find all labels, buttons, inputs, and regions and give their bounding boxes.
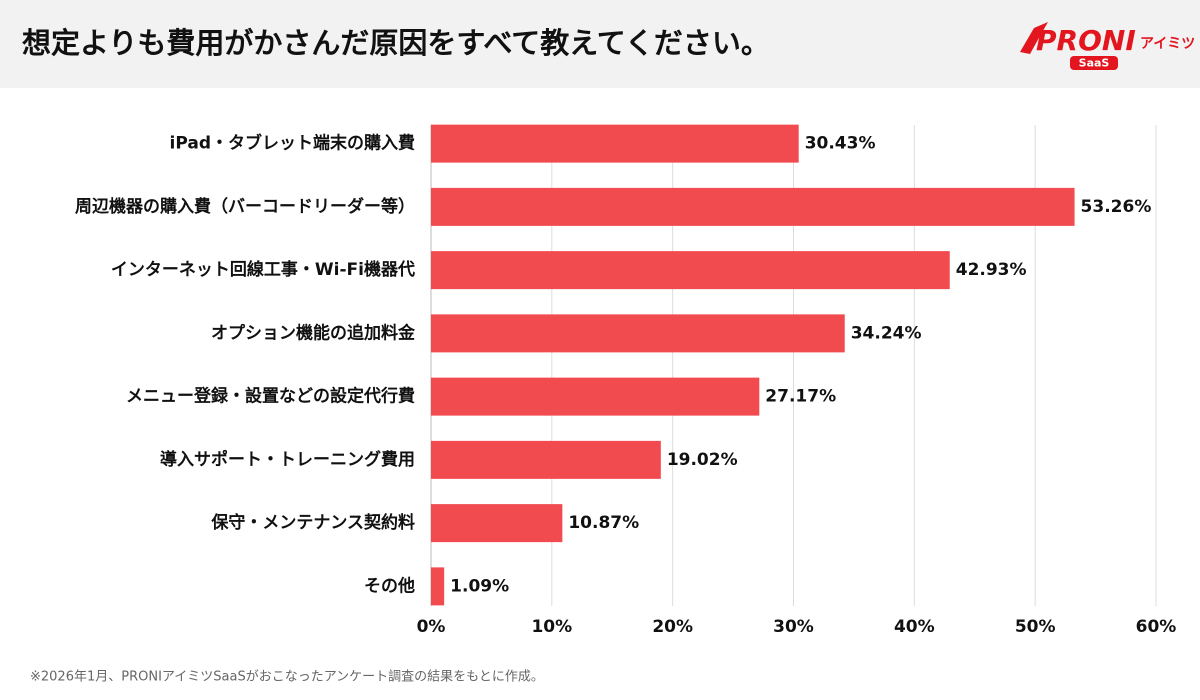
chart-title: 想定よりも費用がかさんだ原因をすべて教えてください。 [22,26,770,60]
value-label: 19.02% [667,450,738,470]
logo-tag-bg [1070,56,1118,70]
x-tick-label: 10% [531,617,572,637]
bar [431,314,845,353]
y-tick-label: 周辺機器の購入費（バーコードリーダー等） [75,196,415,217]
value-label: 10.87% [568,513,639,533]
x-tick-label: 40% [894,617,935,637]
x-tick-label: 20% [652,617,693,637]
x-tick-label: 30% [773,617,814,637]
value-label: 53.26% [1081,197,1152,217]
y-tick-label: iPad・タブレット端末の購入費 [170,133,415,154]
footnote: ※2026年1月、PRONIアイミツSaaSがおこなったアンケート調査の結果をも… [30,670,544,685]
bar [431,567,445,606]
logo-sub: アイミツ [1140,36,1195,52]
value-label: 27.17% [765,387,836,407]
value-label: 1.09% [450,576,509,596]
value-label: 42.93% [956,260,1027,280]
y-tick-label: メニュー登録・設置などの設定代行費 [126,386,415,407]
bar [431,377,760,416]
header-band [0,0,1200,88]
value-label: 34.24% [851,323,922,343]
y-tick-label: インターネット回線工事・Wi-Fi機器代 [111,259,415,280]
bar [431,124,799,163]
bar [431,251,950,290]
y-tick-label: オプション機能の追加料金 [211,322,416,343]
x-tick-label: 60% [1136,617,1177,637]
bar [431,504,563,543]
y-tick-label: 保守・メンテナンス契約料 [210,512,415,533]
value-label: 30.43% [805,134,876,154]
x-tick-label: 50% [1015,617,1056,637]
y-tick-label: 導入サポート・トレーニング費用 [160,449,415,470]
logo: PRONI アイミツ SaaS [1020,22,1195,70]
bar [431,440,661,479]
logo-tag: SaaS [1079,57,1110,70]
y-tick-label: その他 [364,575,415,596]
bar [431,187,1075,226]
logo-icon [1020,22,1048,54]
logo-brand: PRONI [1036,24,1136,57]
x-tick-label: 0% [417,617,446,637]
